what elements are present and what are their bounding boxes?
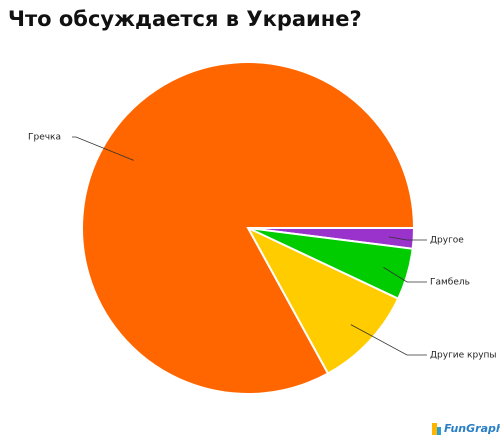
footer: FunGraph xyxy=(444,422,500,435)
pie-slice xyxy=(81,61,416,395)
pie-slice xyxy=(245,225,400,375)
logo: FunGraph xyxy=(432,422,500,435)
slice-label: Другое xyxy=(430,236,464,246)
leader-line xyxy=(350,324,427,356)
slice-label: Гречка xyxy=(28,133,61,143)
leader-line xyxy=(383,267,427,283)
slice-label: Другие крупы xyxy=(430,351,497,361)
chart-title: Что обсуждается в Украине? xyxy=(8,7,362,31)
logo-bar xyxy=(437,427,441,435)
leader-line xyxy=(388,236,427,241)
leader-line xyxy=(72,136,134,161)
slice-label: Гамбель xyxy=(430,278,470,288)
logo-bar xyxy=(432,423,437,435)
